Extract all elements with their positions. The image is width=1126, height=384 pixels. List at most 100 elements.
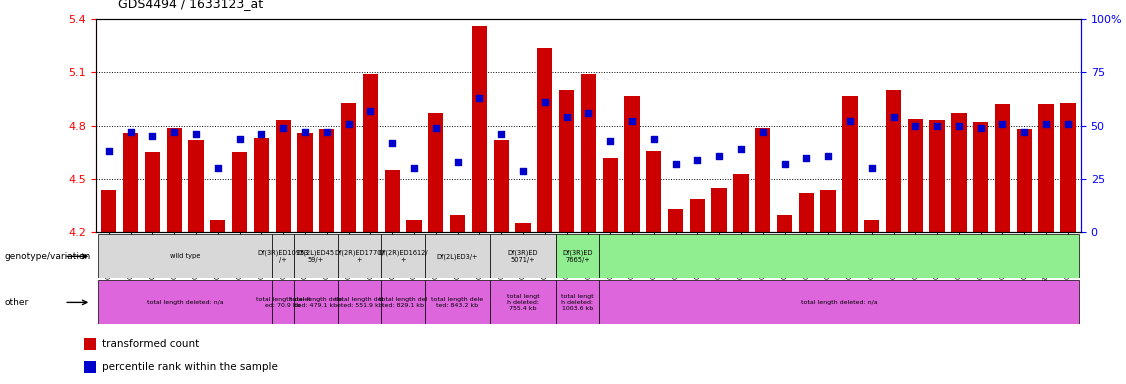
Bar [493, 140, 509, 232]
Text: Df(2R)ED1612/
+: Df(2R)ED1612/ + [378, 250, 428, 263]
Bar [145, 152, 160, 232]
Text: total length del
eted: 551.9 kb: total length del eted: 551.9 kb [336, 297, 384, 308]
Bar [599, 234, 1079, 278]
Bar [211, 220, 225, 232]
Bar [599, 280, 1079, 324]
Point [513, 167, 531, 174]
Bar [167, 127, 181, 232]
Bar [864, 220, 879, 232]
Bar [272, 234, 294, 278]
Text: wild type: wild type [170, 253, 200, 259]
Point [383, 140, 401, 146]
Bar [84, 361, 96, 373]
Text: other: other [5, 298, 29, 307]
Bar [276, 121, 291, 232]
Bar [490, 280, 555, 324]
Text: percentile rank within the sample: percentile rank within the sample [101, 362, 277, 372]
Bar [294, 234, 338, 278]
Point [187, 131, 205, 137]
Point [448, 159, 466, 165]
Point [427, 125, 445, 131]
Text: total length del
ted: 829.1 kb: total length del ted: 829.1 kb [379, 297, 427, 308]
Bar [338, 234, 382, 278]
Bar [733, 174, 749, 232]
Point [667, 161, 685, 167]
Bar [294, 280, 338, 324]
Bar [428, 113, 444, 232]
Point [732, 146, 750, 152]
Bar [995, 104, 1010, 232]
Point [753, 129, 771, 135]
Point [231, 136, 249, 142]
Point [252, 131, 270, 137]
Bar [756, 127, 770, 232]
Text: total lengt
h deleted:
1003.6 kb: total lengt h deleted: 1003.6 kb [561, 294, 593, 311]
Bar [472, 26, 486, 232]
Point [601, 137, 619, 144]
Bar [712, 188, 726, 232]
Point [318, 129, 336, 135]
Point [906, 123, 924, 129]
Bar [297, 133, 313, 232]
Bar [973, 122, 989, 232]
Bar [232, 152, 248, 232]
Point [361, 108, 379, 114]
Bar [341, 103, 356, 232]
Point [1016, 129, 1034, 135]
Bar [98, 280, 272, 324]
Bar [406, 220, 421, 232]
Bar [558, 90, 574, 232]
Bar [425, 280, 490, 324]
Point [950, 123, 968, 129]
Bar [490, 234, 555, 278]
Bar [123, 133, 138, 232]
Point [492, 131, 510, 137]
Point [296, 129, 314, 135]
Text: total lengt
h deleted:
755.4 kb: total lengt h deleted: 755.4 kb [507, 294, 539, 311]
Bar [929, 121, 945, 232]
Point [863, 166, 881, 172]
Bar [581, 74, 596, 232]
Text: total length dele
ted: 843.2 kb: total length dele ted: 843.2 kb [431, 297, 483, 308]
Bar [646, 151, 661, 232]
Point [405, 166, 423, 172]
Bar [253, 138, 269, 232]
Text: total length deleted: n/a: total length deleted: n/a [146, 300, 223, 305]
Bar [272, 280, 294, 324]
Text: Df(2R)ED1770/
+: Df(2R)ED1770/ + [334, 250, 384, 263]
Point [645, 136, 663, 142]
Point [972, 125, 990, 131]
Bar [777, 215, 793, 232]
Point [885, 114, 903, 120]
Bar [425, 234, 490, 278]
Point [688, 157, 706, 163]
Point [841, 118, 859, 124]
Bar [624, 96, 640, 232]
Text: GDS4494 / 1633123_at: GDS4494 / 1633123_at [118, 0, 263, 10]
Point [557, 114, 575, 120]
Bar [98, 234, 272, 278]
Bar [450, 215, 465, 232]
Text: total length dele
ted: 479.1 kb: total length dele ted: 479.1 kb [289, 297, 342, 308]
Bar [821, 190, 835, 232]
Text: Df(3R)ED
7665/+: Df(3R)ED 7665/+ [562, 250, 592, 263]
Text: transformed count: transformed count [101, 339, 199, 349]
Bar [384, 170, 400, 232]
Text: Df(2L)ED45
59/+: Df(2L)ED45 59/+ [297, 250, 334, 263]
Text: total length delet
ed: 70.9 kb: total length delet ed: 70.9 kb [256, 297, 311, 308]
Bar [1061, 103, 1075, 232]
Text: Df(2L)ED3/+: Df(2L)ED3/+ [437, 253, 479, 260]
Bar [338, 280, 382, 324]
Point [340, 121, 358, 127]
Point [797, 155, 815, 161]
Bar [188, 140, 204, 232]
Bar [1038, 104, 1054, 232]
Bar [798, 193, 814, 232]
Point [208, 166, 226, 172]
Point [1037, 121, 1055, 127]
Point [100, 148, 118, 154]
Point [623, 118, 641, 124]
Bar [101, 190, 116, 232]
Text: total length deleted: n/a: total length deleted: n/a [801, 300, 877, 305]
Bar [690, 199, 705, 232]
